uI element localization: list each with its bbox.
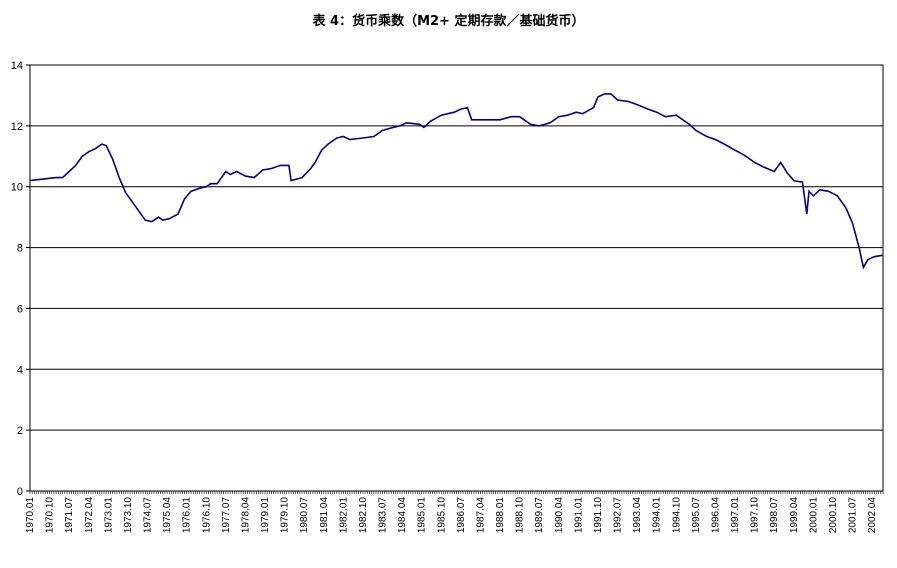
gridlines (30, 125, 883, 431)
x-tick-label: 1975.04 (162, 497, 173, 534)
x-tick-label: 1999.04 (789, 497, 800, 534)
x-tick-label: 1981.04 (319, 497, 330, 534)
y-tick-label: 14 (11, 60, 23, 72)
x-tick-label: 1993.04 (632, 497, 643, 534)
x-tick-label: 1985.01 (417, 497, 428, 534)
x-tick-label: 2000.01 (808, 497, 819, 534)
x-tick-label: 1992.07 (613, 497, 624, 534)
x-tick-label: 1976.10 (201, 497, 212, 534)
y-tick-label: 12 (11, 121, 23, 133)
x-tick-label: 2001.07 (848, 497, 859, 534)
x-tick-label: 1983.07 (378, 497, 389, 534)
x-tick-label: 1997.10 (750, 497, 761, 534)
x-tick-label: 1988.01 (495, 497, 506, 534)
x-tick-label: 1990.04 (554, 497, 565, 534)
x-tick-label: 1976.01 (182, 497, 193, 534)
x-tick-label: 1996.04 (710, 497, 721, 534)
x-tick-label: 1970.01 (25, 497, 36, 534)
x-tick-label: 1974.07 (143, 497, 154, 534)
x-tick-label: 1973.01 (103, 497, 114, 534)
x-tick-label: 2002.04 (867, 497, 878, 534)
y-tick-label: 6 (17, 303, 23, 315)
plot-frame (29, 64, 884, 492)
x-tick-label: 1977.07 (221, 497, 232, 534)
series-line (29, 93, 884, 270)
x-tick-label: 1989.07 (534, 497, 545, 534)
x-tick-label: 2000.10 (828, 497, 839, 534)
x-tick-label: 1998.07 (769, 497, 780, 534)
x-tick-label: 1979.10 (280, 497, 291, 534)
x-tick-label: 1994.01 (652, 497, 663, 534)
y-tick-label: 2 (17, 425, 23, 437)
x-tick-label: 1988.10 (515, 497, 526, 534)
x-tick-label: 1972.04 (84, 497, 95, 534)
y-axis-ticks: 0 2 4 6 8 10 12 14 (11, 60, 30, 498)
x-tick-label: 1984.04 (397, 497, 408, 534)
x-tick-label: 1980.07 (299, 497, 310, 534)
x-tick-label: 1971.07 (64, 497, 75, 534)
x-tick-label: 1991.10 (593, 497, 604, 534)
x-tick-label: 1982.01 (338, 497, 349, 534)
x-tick-label: 1987.04 (475, 497, 486, 534)
x-tick-label: 1985.10 (436, 497, 447, 534)
x-tick-label: 1978.04 (240, 497, 251, 534)
y-tick-label: 0 (17, 486, 23, 498)
x-tick-label: 1995.07 (691, 497, 702, 534)
x-tick-label: 1970.10 (45, 497, 56, 534)
chart-title: 表 4：货币乘数（M2+ 定期存款／基础货币） (312, 14, 585, 29)
x-tick-label: 1991.01 (573, 497, 584, 534)
y-tick-label: 8 (17, 243, 23, 255)
x-tick-label: 1986.07 (456, 497, 467, 534)
x-tick-label: 1982.10 (358, 497, 369, 534)
y-tick-label: 4 (17, 364, 23, 376)
x-tick-label: 1997.01 (730, 497, 741, 534)
y-tick-label: 10 (11, 182, 23, 194)
x-tick-label: 1979.01 (260, 497, 271, 534)
x-tick-label: 1973.10 (123, 497, 134, 534)
x-axis-ticks: 1970.01 1970.10 1971.07 1972.04 1973.01 1973.… (25, 491, 884, 534)
x-tick-label: 1994.10 (671, 497, 682, 534)
